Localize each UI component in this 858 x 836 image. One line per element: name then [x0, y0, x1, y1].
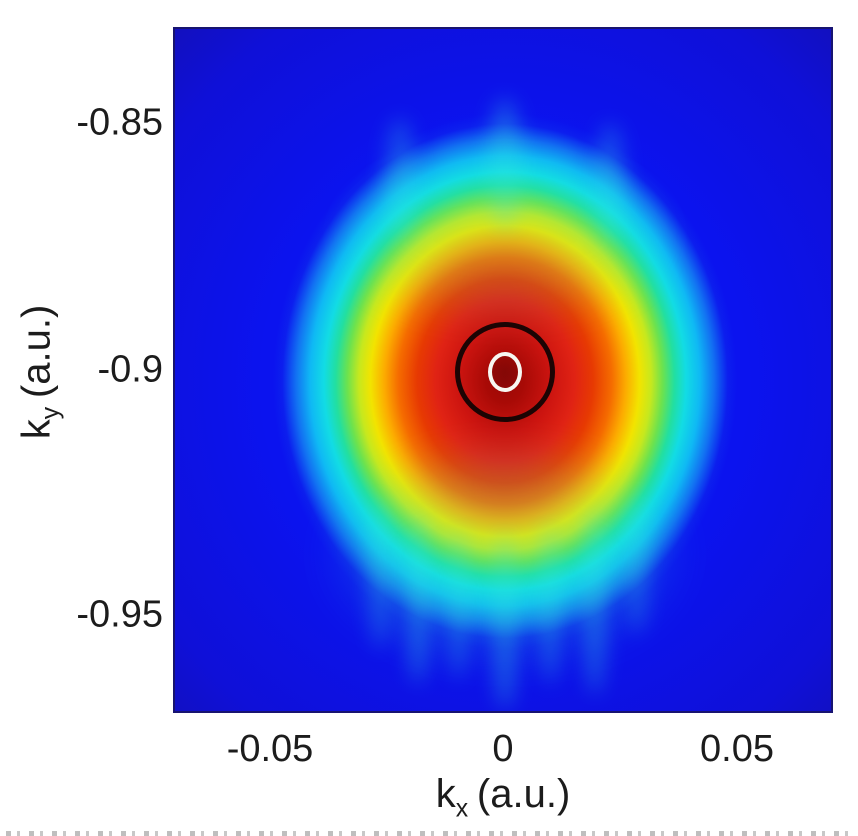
- heatmap-plot-area: [173, 27, 833, 713]
- intensity-streak: [583, 509, 607, 694]
- x-tick-label: 0.05: [700, 728, 774, 770]
- x-axis-title-base: k: [435, 772, 456, 816]
- x-axis-title-unit: (a.u.): [476, 772, 571, 816]
- black-circle-annotation: [455, 322, 555, 422]
- x-tick-label: -0.05: [226, 728, 314, 770]
- intensity-streak: [626, 494, 648, 634]
- y-tick-label: -0.85: [76, 101, 163, 144]
- intensity-streak: [492, 534, 518, 709]
- white-ellipse-annotation: [488, 352, 522, 392]
- intensity-glow: [355, 169, 655, 309]
- intensity-streak: [539, 524, 561, 684]
- intensity-streak: [406, 514, 430, 684]
- y-tick-label: -0.95: [76, 593, 163, 636]
- y-axis-title: ky (a.u.): [14, 305, 65, 440]
- y-axis-title-base: k: [14, 419, 59, 440]
- y-axis-title-unit: (a.u.): [14, 304, 59, 399]
- y-axis-title-subscript: y: [37, 406, 65, 420]
- x-tick-label: 0: [492, 728, 514, 770]
- x-axis-title-subscript: x: [455, 795, 469, 823]
- y-tick-label: -0.9: [97, 348, 163, 391]
- x-axis-title: kx (a.u.): [436, 772, 571, 823]
- intensity-streak: [595, 124, 625, 244]
- intensity-streak: [488, 99, 522, 229]
- intensity-glow: [340, 459, 670, 649]
- cropped-caption-remnant: [6, 831, 852, 836]
- intensity-streak: [447, 529, 469, 679]
- intensity-streak: [385, 119, 415, 239]
- intensity-streak: [369, 499, 391, 649]
